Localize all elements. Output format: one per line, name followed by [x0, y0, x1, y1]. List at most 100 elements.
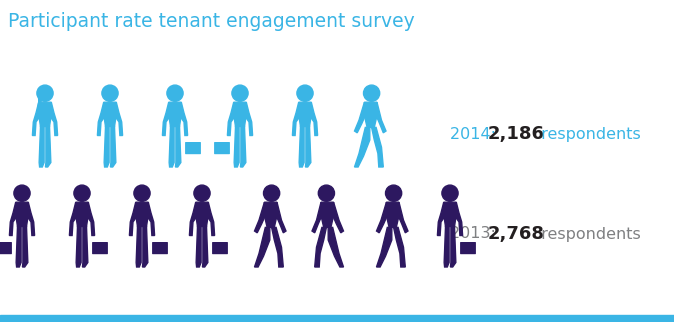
- Polygon shape: [22, 226, 28, 267]
- Polygon shape: [181, 102, 187, 136]
- Polygon shape: [333, 202, 344, 233]
- Circle shape: [318, 185, 334, 201]
- Bar: [0, 315, 674, 322]
- Polygon shape: [276, 202, 286, 233]
- Polygon shape: [443, 202, 456, 226]
- Polygon shape: [371, 128, 384, 167]
- Polygon shape: [168, 102, 181, 127]
- Polygon shape: [111, 127, 116, 167]
- Circle shape: [134, 185, 150, 201]
- Text: respondents: respondents: [536, 226, 641, 242]
- Polygon shape: [328, 227, 344, 267]
- Polygon shape: [148, 202, 154, 235]
- Polygon shape: [104, 127, 109, 167]
- Polygon shape: [196, 226, 201, 267]
- Polygon shape: [16, 202, 28, 226]
- FancyBboxPatch shape: [186, 143, 200, 154]
- Polygon shape: [444, 226, 449, 267]
- Polygon shape: [202, 226, 208, 267]
- Circle shape: [102, 85, 118, 101]
- Polygon shape: [456, 202, 462, 235]
- Polygon shape: [38, 93, 45, 109]
- Polygon shape: [255, 202, 265, 233]
- Text: 2,186: 2,186: [488, 125, 545, 143]
- Polygon shape: [175, 127, 181, 167]
- Polygon shape: [88, 202, 94, 235]
- Polygon shape: [386, 202, 399, 227]
- Polygon shape: [299, 127, 304, 167]
- Polygon shape: [75, 202, 88, 226]
- Circle shape: [363, 85, 379, 101]
- Polygon shape: [162, 102, 169, 136]
- FancyBboxPatch shape: [213, 243, 227, 253]
- Polygon shape: [195, 202, 208, 226]
- Polygon shape: [38, 102, 51, 127]
- FancyBboxPatch shape: [153, 243, 167, 253]
- Circle shape: [194, 185, 210, 201]
- Circle shape: [74, 185, 90, 201]
- FancyBboxPatch shape: [93, 243, 107, 253]
- Circle shape: [386, 185, 402, 201]
- Polygon shape: [16, 226, 21, 267]
- Polygon shape: [315, 227, 326, 267]
- Polygon shape: [437, 202, 444, 235]
- Polygon shape: [169, 127, 174, 167]
- Polygon shape: [398, 202, 408, 233]
- Polygon shape: [189, 202, 196, 235]
- Polygon shape: [135, 202, 148, 226]
- Polygon shape: [241, 127, 246, 167]
- Polygon shape: [377, 102, 386, 133]
- Polygon shape: [355, 102, 365, 133]
- Polygon shape: [234, 127, 239, 167]
- Polygon shape: [293, 102, 299, 136]
- Circle shape: [14, 185, 30, 201]
- Polygon shape: [9, 202, 16, 235]
- Polygon shape: [208, 202, 214, 235]
- Text: Participant rate tenant engagement survey: Participant rate tenant engagement surve…: [8, 12, 415, 31]
- Polygon shape: [129, 202, 136, 235]
- Polygon shape: [255, 227, 270, 267]
- Circle shape: [37, 85, 53, 101]
- Polygon shape: [272, 227, 283, 267]
- Polygon shape: [234, 102, 246, 127]
- Text: 2013:: 2013:: [450, 226, 501, 242]
- Polygon shape: [305, 127, 311, 167]
- Polygon shape: [450, 226, 456, 267]
- Polygon shape: [264, 202, 277, 227]
- Text: 2,768: 2,768: [488, 225, 545, 243]
- Polygon shape: [82, 226, 88, 267]
- Polygon shape: [377, 202, 387, 233]
- FancyBboxPatch shape: [215, 143, 229, 154]
- Polygon shape: [365, 102, 377, 128]
- Text: respondents: respondents: [536, 127, 641, 141]
- Polygon shape: [116, 102, 123, 136]
- Polygon shape: [45, 127, 51, 167]
- Polygon shape: [227, 102, 234, 136]
- Polygon shape: [136, 226, 141, 267]
- Polygon shape: [355, 128, 370, 167]
- Circle shape: [442, 185, 458, 201]
- Text: 2014:: 2014:: [450, 127, 501, 141]
- Polygon shape: [39, 127, 44, 167]
- Polygon shape: [28, 202, 34, 235]
- Polygon shape: [377, 227, 392, 267]
- Polygon shape: [142, 226, 148, 267]
- Polygon shape: [312, 202, 321, 233]
- Polygon shape: [32, 102, 39, 136]
- Polygon shape: [69, 202, 76, 235]
- Polygon shape: [246, 102, 253, 136]
- Polygon shape: [51, 102, 57, 136]
- Circle shape: [297, 85, 313, 101]
- Polygon shape: [98, 102, 104, 136]
- Circle shape: [232, 85, 248, 101]
- FancyBboxPatch shape: [0, 243, 11, 253]
- Polygon shape: [299, 102, 311, 127]
- Polygon shape: [311, 102, 317, 136]
- Polygon shape: [76, 226, 81, 267]
- Polygon shape: [104, 102, 117, 127]
- Circle shape: [167, 85, 183, 101]
- Polygon shape: [394, 227, 405, 267]
- Circle shape: [264, 185, 280, 201]
- Polygon shape: [321, 202, 334, 227]
- FancyBboxPatch shape: [461, 243, 475, 253]
